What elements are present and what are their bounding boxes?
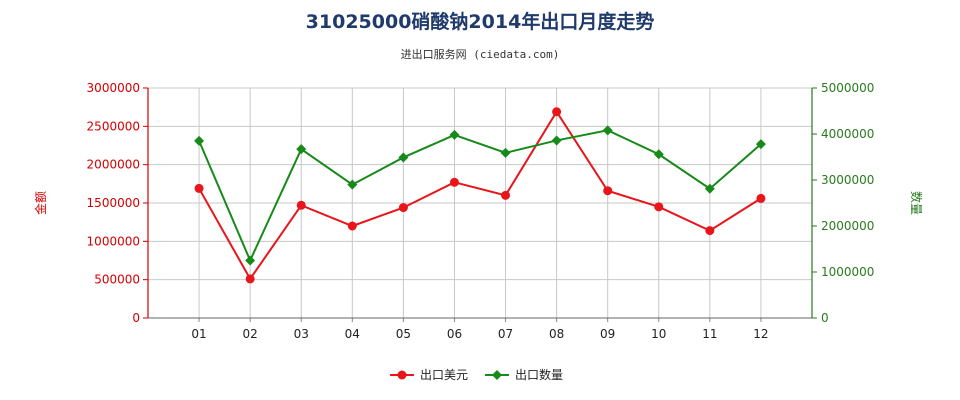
- x-tick-label: 06: [447, 327, 462, 341]
- legend-marker: [397, 370, 407, 380]
- data-point: [245, 255, 256, 266]
- y-right-axis-label: 数量: [909, 191, 924, 215]
- data-point: [194, 183, 204, 193]
- data-point: [756, 193, 766, 203]
- data-point: [347, 221, 357, 231]
- data-point: [347, 179, 358, 190]
- y-left-tick-label: 3000000: [87, 81, 140, 95]
- data-point: [449, 177, 459, 187]
- data-point: [552, 107, 562, 117]
- y-right-tick-label: 0: [821, 311, 829, 325]
- y-right-tick-label: 4000000: [821, 127, 874, 141]
- chart-title: 31025000硝酸钠2014年出口月度走势: [306, 10, 655, 33]
- grid: [147, 87, 813, 319]
- x-tick-label: 12: [753, 327, 768, 341]
- data-point: [245, 274, 255, 284]
- x-tick-label: 02: [243, 327, 258, 341]
- y-left-axis-label: 金额: [33, 191, 48, 215]
- y-left-tick-label: 500000: [94, 273, 140, 287]
- axes: 0 500000 1000000 1500000 2000000 2500000 30000…: [87, 81, 875, 341]
- series-line: [198, 109, 762, 281]
- data-point: [654, 202, 664, 212]
- series-2: [194, 125, 766, 266]
- y-right-tick-label: 3000000: [821, 173, 874, 187]
- legend: 出口美元 出口数量: [390, 367, 563, 382]
- legend-label: 出口数量: [515, 367, 563, 382]
- data-point: [398, 203, 408, 213]
- series-1: [194, 107, 766, 284]
- x-tick-label: 03: [294, 327, 309, 341]
- legend-marker: [492, 370, 502, 380]
- data-point: [653, 149, 664, 160]
- data-point: [704, 183, 715, 194]
- chart-subtitle: 进出口服务网 (ciedata.com): [401, 47, 560, 61]
- data-point: [398, 152, 409, 163]
- series-line: [198, 129, 762, 263]
- data-point: [194, 135, 205, 146]
- x-tick-label: 10: [651, 327, 666, 341]
- x-tick-label: 08: [549, 327, 564, 341]
- y-left-tick-label: 0: [132, 311, 140, 325]
- x-tick-label: 01: [191, 327, 206, 341]
- data-point: [449, 129, 460, 140]
- y-left-tick-label: 1500000: [87, 196, 140, 210]
- y-left-tick-label: 1000000: [87, 234, 140, 248]
- data-point: [603, 186, 613, 196]
- x-tick-label: 05: [396, 327, 411, 341]
- y-left-tick-label: 2500000: [87, 119, 140, 133]
- data-point: [755, 139, 766, 150]
- x-tick-label: 04: [345, 327, 360, 341]
- y-right-tick-label: 2000000: [821, 219, 874, 233]
- x-tick-label: 11: [702, 327, 717, 341]
- y-left-tick-label: 2000000: [87, 158, 140, 172]
- x-tick-label: 09: [600, 327, 615, 341]
- data-point: [501, 190, 511, 200]
- data-point: [705, 226, 715, 236]
- series: [194, 107, 766, 284]
- legend-item: 出口美元: [390, 368, 468, 382]
- data-point: [551, 135, 562, 146]
- x-tick-label: 07: [498, 327, 513, 341]
- legend-item: 出口数量: [485, 367, 563, 382]
- data-point: [296, 200, 306, 210]
- data-point: [500, 147, 511, 158]
- legend-label: 出口美元: [420, 368, 468, 382]
- y-right-tick-label: 5000000: [821, 81, 874, 95]
- data-point: [602, 125, 613, 136]
- data-point: [296, 144, 307, 155]
- y-right-tick-label: 1000000: [821, 265, 874, 279]
